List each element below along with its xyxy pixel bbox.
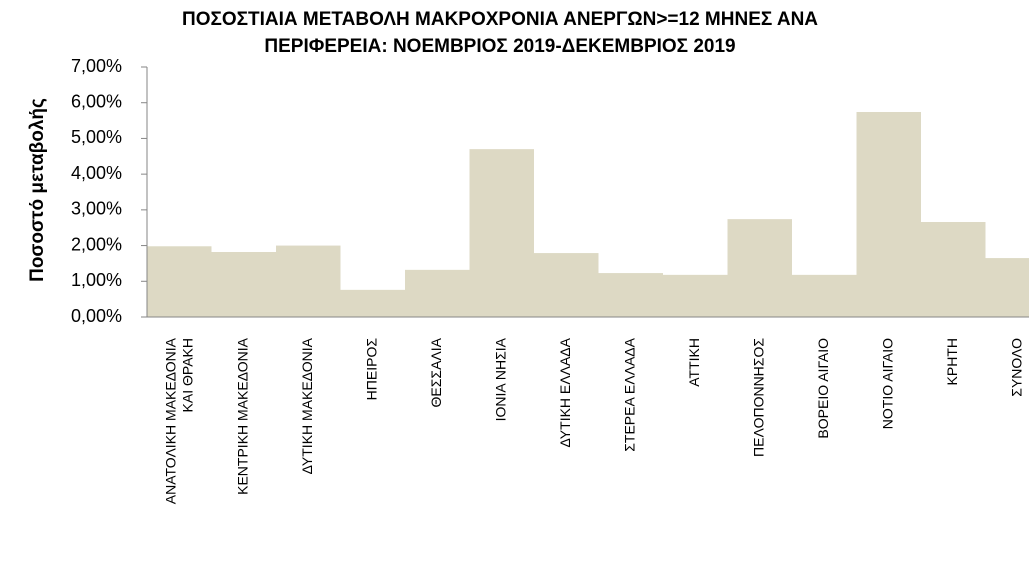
bar <box>986 258 1029 317</box>
x-tick-label: ΣΤΕΡΕΑ ΕΛΛΑΔΑ <box>621 337 637 451</box>
y-tick-label: 7,00% <box>71 56 122 76</box>
x-tick-label: ΑΤΤΙΚΗ <box>686 338 702 387</box>
bar <box>921 222 986 317</box>
x-tick-label: ΚΡΗΤΗ <box>944 338 960 385</box>
x-tick-label: ΠΕΛΟΠΟΝΝΗΣΟΣ <box>750 338 766 457</box>
bar <box>792 275 857 317</box>
bar <box>470 149 535 317</box>
bar <box>728 219 793 317</box>
y-axis-label: Ποσοστό μεταβολής <box>27 98 48 282</box>
bar <box>663 275 728 317</box>
bar <box>276 246 341 317</box>
x-tick-label: ΗΠΕΙΡΟΣ <box>363 338 379 401</box>
y-tick-label: 2,00% <box>71 234 122 254</box>
bar <box>147 246 212 317</box>
bar <box>599 273 664 317</box>
bar <box>341 290 406 317</box>
bar <box>212 252 277 317</box>
x-tick-label: ΚΕΝΤΡΙΚΗ ΜΑΚΕΔΟΝΙΑ <box>234 337 250 495</box>
y-tick-label: 4,00% <box>71 163 122 183</box>
y-tick-label: 3,00% <box>71 199 122 219</box>
y-tick-label: 5,00% <box>71 127 122 147</box>
bar <box>405 270 470 317</box>
x-tick-label: ΒΟΡΕΙΟ ΑΙΓΑΙΟ <box>815 338 831 439</box>
x-tick-label: ΑΝΑΤΟΛΙΚΗ ΜΑΚΕΔΟΝΙΑΚΑΙ ΘΡΑΚΗ <box>162 337 195 504</box>
x-tick-label: ΣΥΝΟΛΟ <box>1008 338 1024 397</box>
y-tick-label: 1,00% <box>71 270 122 290</box>
chart-title: ΠΟΣΟΣΤΙΑΙΑ ΜΕΤΑΒΟΛΗ ΜΑΚΡΟΧΡΟΝΙΑ ΑΝΕΡΓΩΝ>… <box>182 9 818 57</box>
x-tick-label: ΔΥΤΙΚΗ ΕΛΛΑΔΑ <box>557 337 573 447</box>
bar <box>534 253 599 317</box>
x-tick-label: ΔΥΤΙΚΗ ΜΑΚΕΔΟΝΙΑ <box>299 337 315 474</box>
bar <box>857 112 922 317</box>
y-tick-label: 6,00% <box>71 91 122 111</box>
x-tick-label: ΘΕΣΣΑΛΙΑ <box>428 337 444 407</box>
x-tick-label: ΙΟΝΙΑ ΝΗΣΙΑ <box>492 337 508 421</box>
y-tick-label: 0,00% <box>71 306 122 326</box>
x-tick-label: ΝΟΤΙΟ ΑΙΓΑΙΟ <box>879 338 895 429</box>
